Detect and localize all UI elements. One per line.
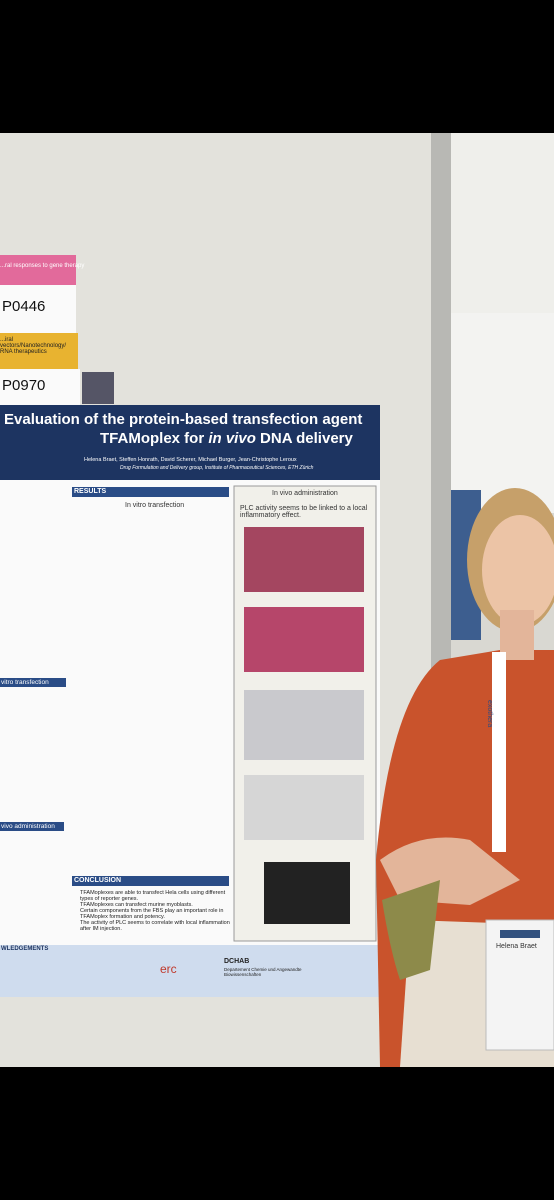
section-heading: RESULTS (74, 488, 107, 495)
poster-authors: Helena Braet, Steffen Honrath, David Sch… (84, 457, 297, 463)
subsection-heading: In vitro transfection (125, 502, 185, 509)
title-part: DNA delivery (255, 430, 353, 447)
badge-name: Helena Braet (496, 943, 537, 950)
dchab-text: Departement Chemie und Angewandte Biowis… (224, 967, 302, 977)
conclusion-list: TFAMoplexes are able to transfect Hela c… (80, 890, 230, 932)
title-part: TFAMoplex for (100, 430, 209, 447)
poster-code: P0446 (2, 298, 46, 315)
conclusion-item: TFAMoplexes are able to transfect Hela c… (80, 890, 226, 902)
conclusion-item: The activity of PLC seems to correlate w… (80, 920, 230, 932)
title-part: in vivo (208, 430, 256, 447)
poster-title: Evaluation of the protein-based transfec… (4, 411, 363, 428)
poster-title: TFAMoplex for in vivo DNA delivery (100, 430, 353, 447)
in-vivo-claim: PLC activity seems to be linked to a loc… (240, 505, 368, 519)
topic-label: ...iral vectors/Nanotechnology/ RNA ther… (0, 337, 67, 355)
topic-label: ...ral responses to gene therapy (0, 263, 85, 269)
poster-affiliation: Drug Formulation and Delivery group, Ins… (120, 465, 314, 471)
section-heading: CONCLUSION (74, 877, 122, 884)
lanyard-text: exothera (486, 700, 493, 728)
poster-code: P0970 (2, 377, 46, 394)
section-heading: vitro transfection (1, 679, 49, 686)
acknowledgements-heading: WLEDGEMENTS (1, 946, 49, 952)
conclusion-item: TFAMoplexes can transfect murine myoblas… (80, 902, 193, 908)
dchab-logo: DCHAB (224, 958, 250, 965)
conclusion-item: Certain components from the FBS play an … (80, 908, 224, 920)
section-heading: vivo administration (1, 823, 55, 830)
erc-logo: erc (160, 962, 177, 976)
subsection-heading: In vivo administration (272, 490, 338, 497)
